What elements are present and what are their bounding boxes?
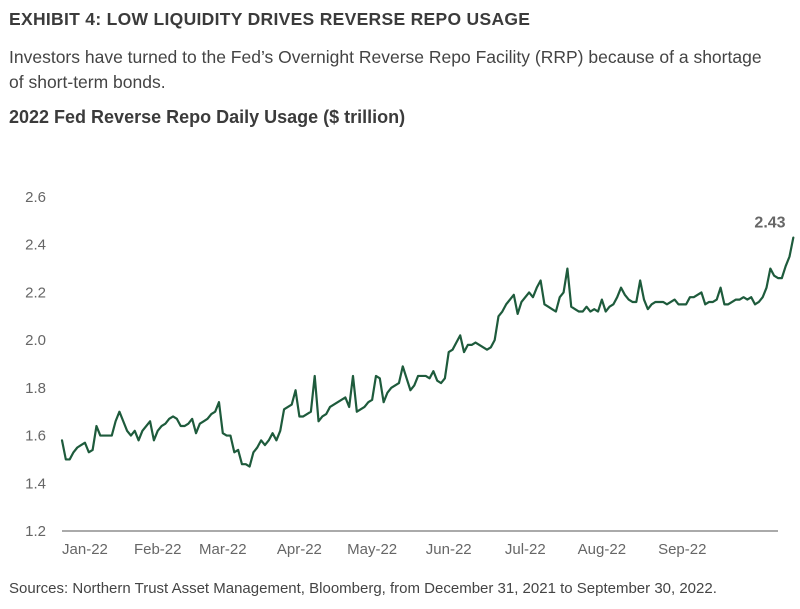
x-tick-label: Sep-22 xyxy=(658,541,706,558)
x-tick-label: Jun-22 xyxy=(426,541,472,558)
source-note: Sources: Northern Trust Asset Management… xyxy=(9,580,717,597)
line-chart: 1.2 1.4 1.6 1.8 2.0 2.2 2.4 2.6 Jan-22 Feb-22 Mar… xyxy=(25,189,795,558)
y-tick-label: 1.6 xyxy=(25,428,46,445)
y-tick-label: 1.8 xyxy=(25,380,46,397)
y-tick-label: 2.2 xyxy=(25,284,46,301)
end-value-label: 2.43 xyxy=(754,215,785,232)
chart-title: 2022 Fed Reverse Repo Daily Usage ($ tri… xyxy=(9,107,406,127)
exhibit-title: EXHIBIT 4: LOW LIQUIDITY DRIVES REVERSE … xyxy=(9,9,531,29)
x-tick-label: Feb-22 xyxy=(134,541,182,558)
x-tick-label: Jan-22 xyxy=(62,541,108,558)
x-axis: Jan-22 Feb-22 Mar-22 Apr-22 May-22 Jun-22 Jul-… xyxy=(62,541,706,558)
y-tick-label: 1.2 xyxy=(25,523,46,540)
y-axis: 1.2 1.4 1.6 1.8 2.0 2.2 2.4 2.6 xyxy=(25,189,46,540)
y-tick-label: 2.0 xyxy=(25,332,46,349)
x-tick-label: Jul-22 xyxy=(505,541,546,558)
x-tick-label: Aug-22 xyxy=(578,541,626,558)
x-tick-label: Apr-22 xyxy=(277,541,322,558)
chart-subtitle: Investors have turned to the Fed’s Overn… xyxy=(9,47,762,92)
y-tick-label: 2.4 xyxy=(25,237,46,254)
series-layer xyxy=(60,236,795,468)
x-tick-label: Mar-22 xyxy=(199,541,247,558)
y-tick-label: 2.6 xyxy=(25,189,46,206)
x-tick-label: May-22 xyxy=(347,541,397,558)
series-line xyxy=(60,236,795,468)
y-tick-label: 1.4 xyxy=(25,475,46,492)
